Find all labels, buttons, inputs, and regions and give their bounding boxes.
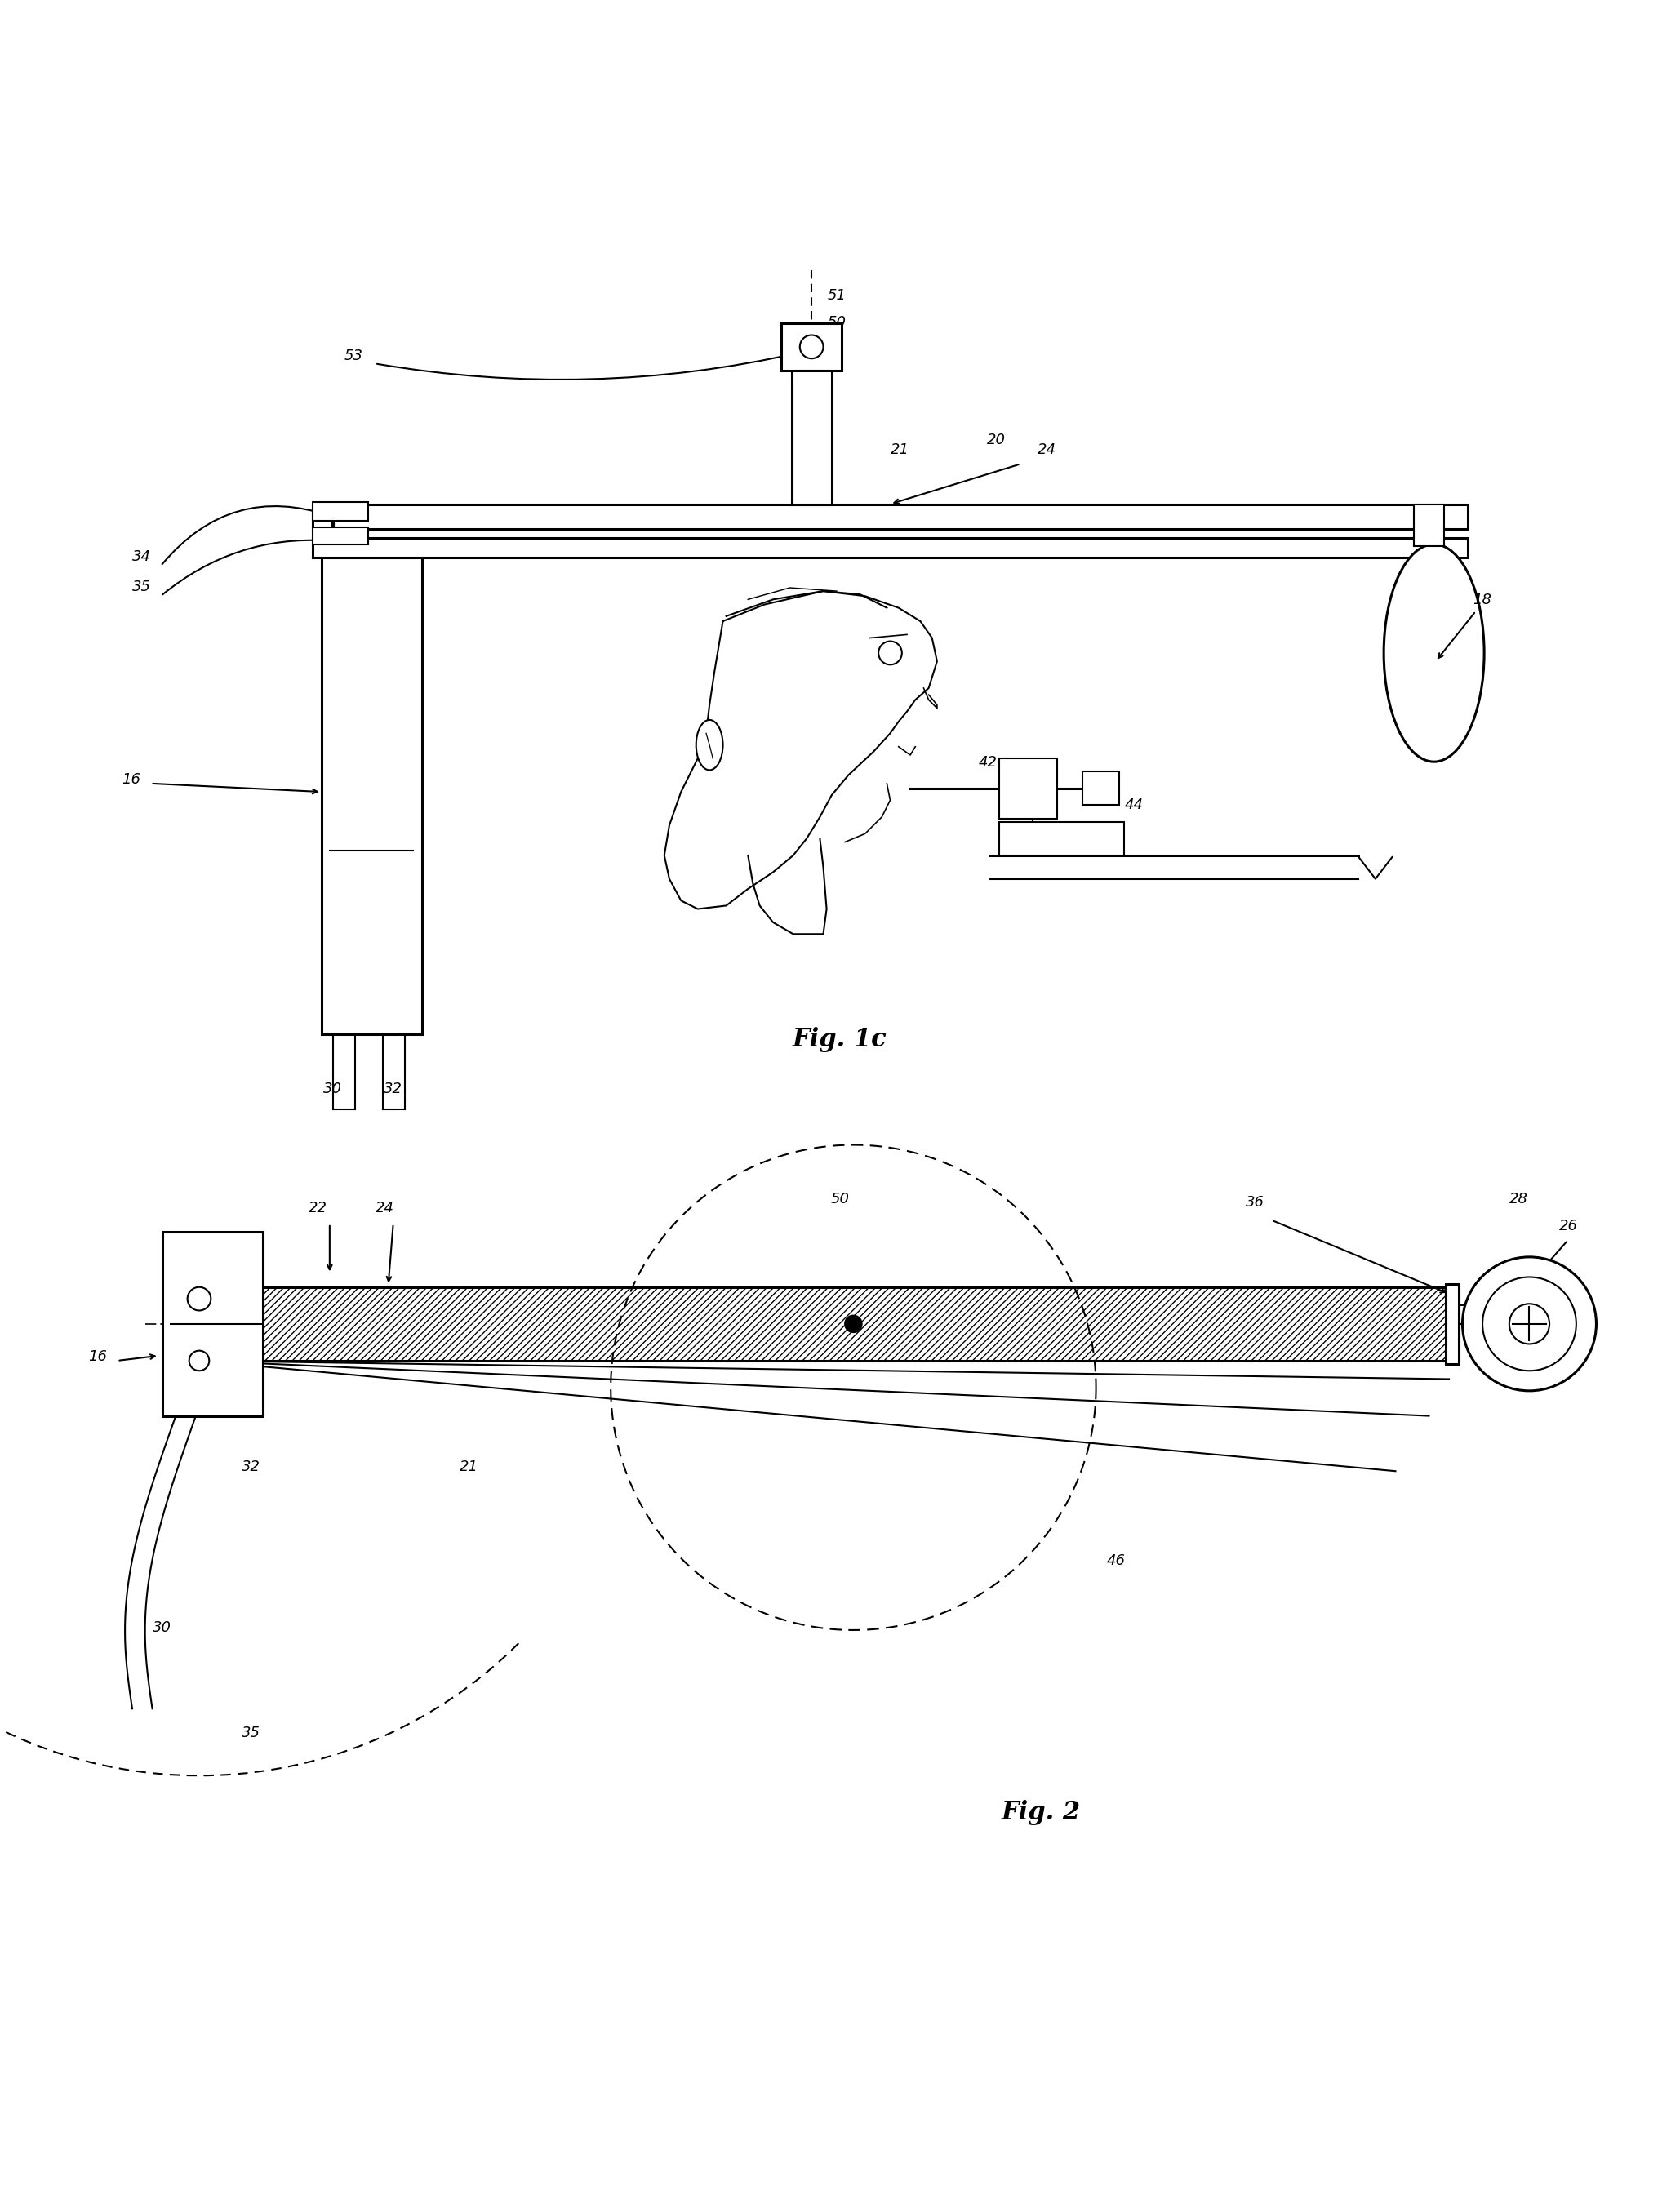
Bar bbox=[321, 557, 422, 1034]
Bar bbox=[1082, 772, 1119, 804]
Text: 34: 34 bbox=[131, 549, 151, 564]
Bar bbox=[1446, 1283, 1460, 1364]
Text: 46: 46 bbox=[1107, 1554, 1126, 1567]
Text: 44: 44 bbox=[1124, 798, 1142, 811]
Text: 26: 26 bbox=[1559, 1220, 1578, 1233]
Circle shape bbox=[845, 1316, 862, 1331]
Polygon shape bbox=[664, 590, 937, 909]
Text: 32: 32 bbox=[383, 1082, 403, 1095]
Circle shape bbox=[1509, 1303, 1549, 1344]
Text: 21: 21 bbox=[890, 442, 909, 457]
Bar bbox=[312, 538, 1467, 557]
Circle shape bbox=[1482, 1277, 1576, 1371]
Circle shape bbox=[188, 1288, 212, 1309]
Text: Fig. 1c: Fig. 1c bbox=[793, 1027, 887, 1051]
Text: 35: 35 bbox=[242, 1725, 260, 1740]
Text: 53: 53 bbox=[344, 350, 363, 363]
Circle shape bbox=[1462, 1257, 1596, 1390]
Text: 50: 50 bbox=[827, 315, 847, 330]
Circle shape bbox=[800, 334, 823, 359]
Text: 24: 24 bbox=[376, 1200, 395, 1215]
Bar bbox=[312, 527, 368, 544]
Bar bbox=[262, 1288, 1460, 1360]
Bar bbox=[312, 505, 1467, 529]
Text: 30: 30 bbox=[153, 1620, 171, 1635]
Bar bbox=[1000, 759, 1057, 818]
Circle shape bbox=[190, 1351, 210, 1371]
Text: 16: 16 bbox=[89, 1349, 108, 1364]
Text: 22: 22 bbox=[309, 1200, 328, 1215]
Text: 20: 20 bbox=[988, 433, 1006, 448]
Text: 28: 28 bbox=[1509, 1191, 1529, 1207]
Text: 16: 16 bbox=[123, 772, 141, 787]
Polygon shape bbox=[124, 1417, 197, 1709]
Text: 50: 50 bbox=[830, 1191, 850, 1207]
Bar bbox=[791, 369, 832, 505]
Text: 51: 51 bbox=[827, 289, 847, 304]
Ellipse shape bbox=[1384, 544, 1483, 761]
Text: 42: 42 bbox=[979, 756, 998, 769]
Ellipse shape bbox=[696, 719, 722, 769]
Bar bbox=[1000, 822, 1124, 855]
Text: 18: 18 bbox=[1522, 1347, 1542, 1360]
Text: Fig. 2: Fig. 2 bbox=[1001, 1799, 1080, 1825]
Text: 36: 36 bbox=[1245, 1196, 1265, 1211]
Bar bbox=[163, 1233, 262, 1417]
Circle shape bbox=[879, 640, 902, 665]
Text: 21: 21 bbox=[459, 1460, 477, 1473]
Text: 30: 30 bbox=[324, 1082, 343, 1095]
Bar bbox=[312, 503, 368, 520]
Text: 32: 32 bbox=[242, 1460, 260, 1473]
Bar bbox=[781, 324, 842, 369]
Text: 35: 35 bbox=[131, 579, 151, 595]
Text: 24: 24 bbox=[1038, 442, 1057, 457]
Text: 18: 18 bbox=[1472, 592, 1492, 608]
Bar bbox=[1415, 505, 1445, 546]
